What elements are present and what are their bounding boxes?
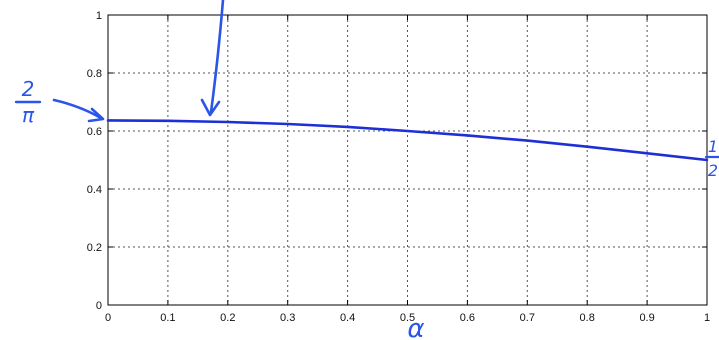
x-tick-label: 0.6 <box>460 312 475 324</box>
left-fraction-denominator: π <box>22 103 35 127</box>
y-tick-label: 0.6 <box>87 126 102 138</box>
top-arrow <box>209 0 225 114</box>
x-tick-label: 0.3 <box>280 312 295 324</box>
grid <box>108 15 707 305</box>
top-arrow-head <box>200 98 221 117</box>
x-tick-label: 0.9 <box>639 312 654 324</box>
y-tick-labels: 0 0.2 0.4 0.6 0.8 1 <box>87 10 102 312</box>
y-tick-label: 0.2 <box>87 242 102 254</box>
right-fraction-denominator: 2 <box>708 161 718 180</box>
right-fraction-numerator: 1 <box>708 137 718 156</box>
x-tick-label: 0.1 <box>160 312 175 324</box>
x-tick-label: 1 <box>704 312 710 324</box>
annotations: 2 π 1 2 α <box>14 0 719 340</box>
left-fraction-numerator: 2 <box>22 77 35 101</box>
x-tick-label: 0 <box>105 312 111 324</box>
y-tick-label: 0 <box>96 300 102 312</box>
x-tick-label: 0.7 <box>520 312 535 324</box>
y-tick-label: 1 <box>96 10 102 22</box>
x-tick-labels: 0 0.1 0.2 0.3 0.4 0.5 0.6 0.7 0.8 0.9 1 <box>105 312 710 324</box>
series-lines <box>106 119 709 162</box>
x-tick-label: 0.2 <box>220 312 235 324</box>
left-arrow <box>52 98 103 120</box>
y-tick-label: 0.8 <box>87 68 102 80</box>
x-tick-label: 0.5 <box>400 312 415 324</box>
x-axis-label: α <box>407 314 424 340</box>
y-tick-label: 0.4 <box>87 184 102 196</box>
series-line <box>106 119 709 162</box>
x-tick-label: 0.4 <box>340 312 355 324</box>
x-tick-label: 0.8 <box>580 312 595 324</box>
left-arrow-head <box>87 107 105 123</box>
